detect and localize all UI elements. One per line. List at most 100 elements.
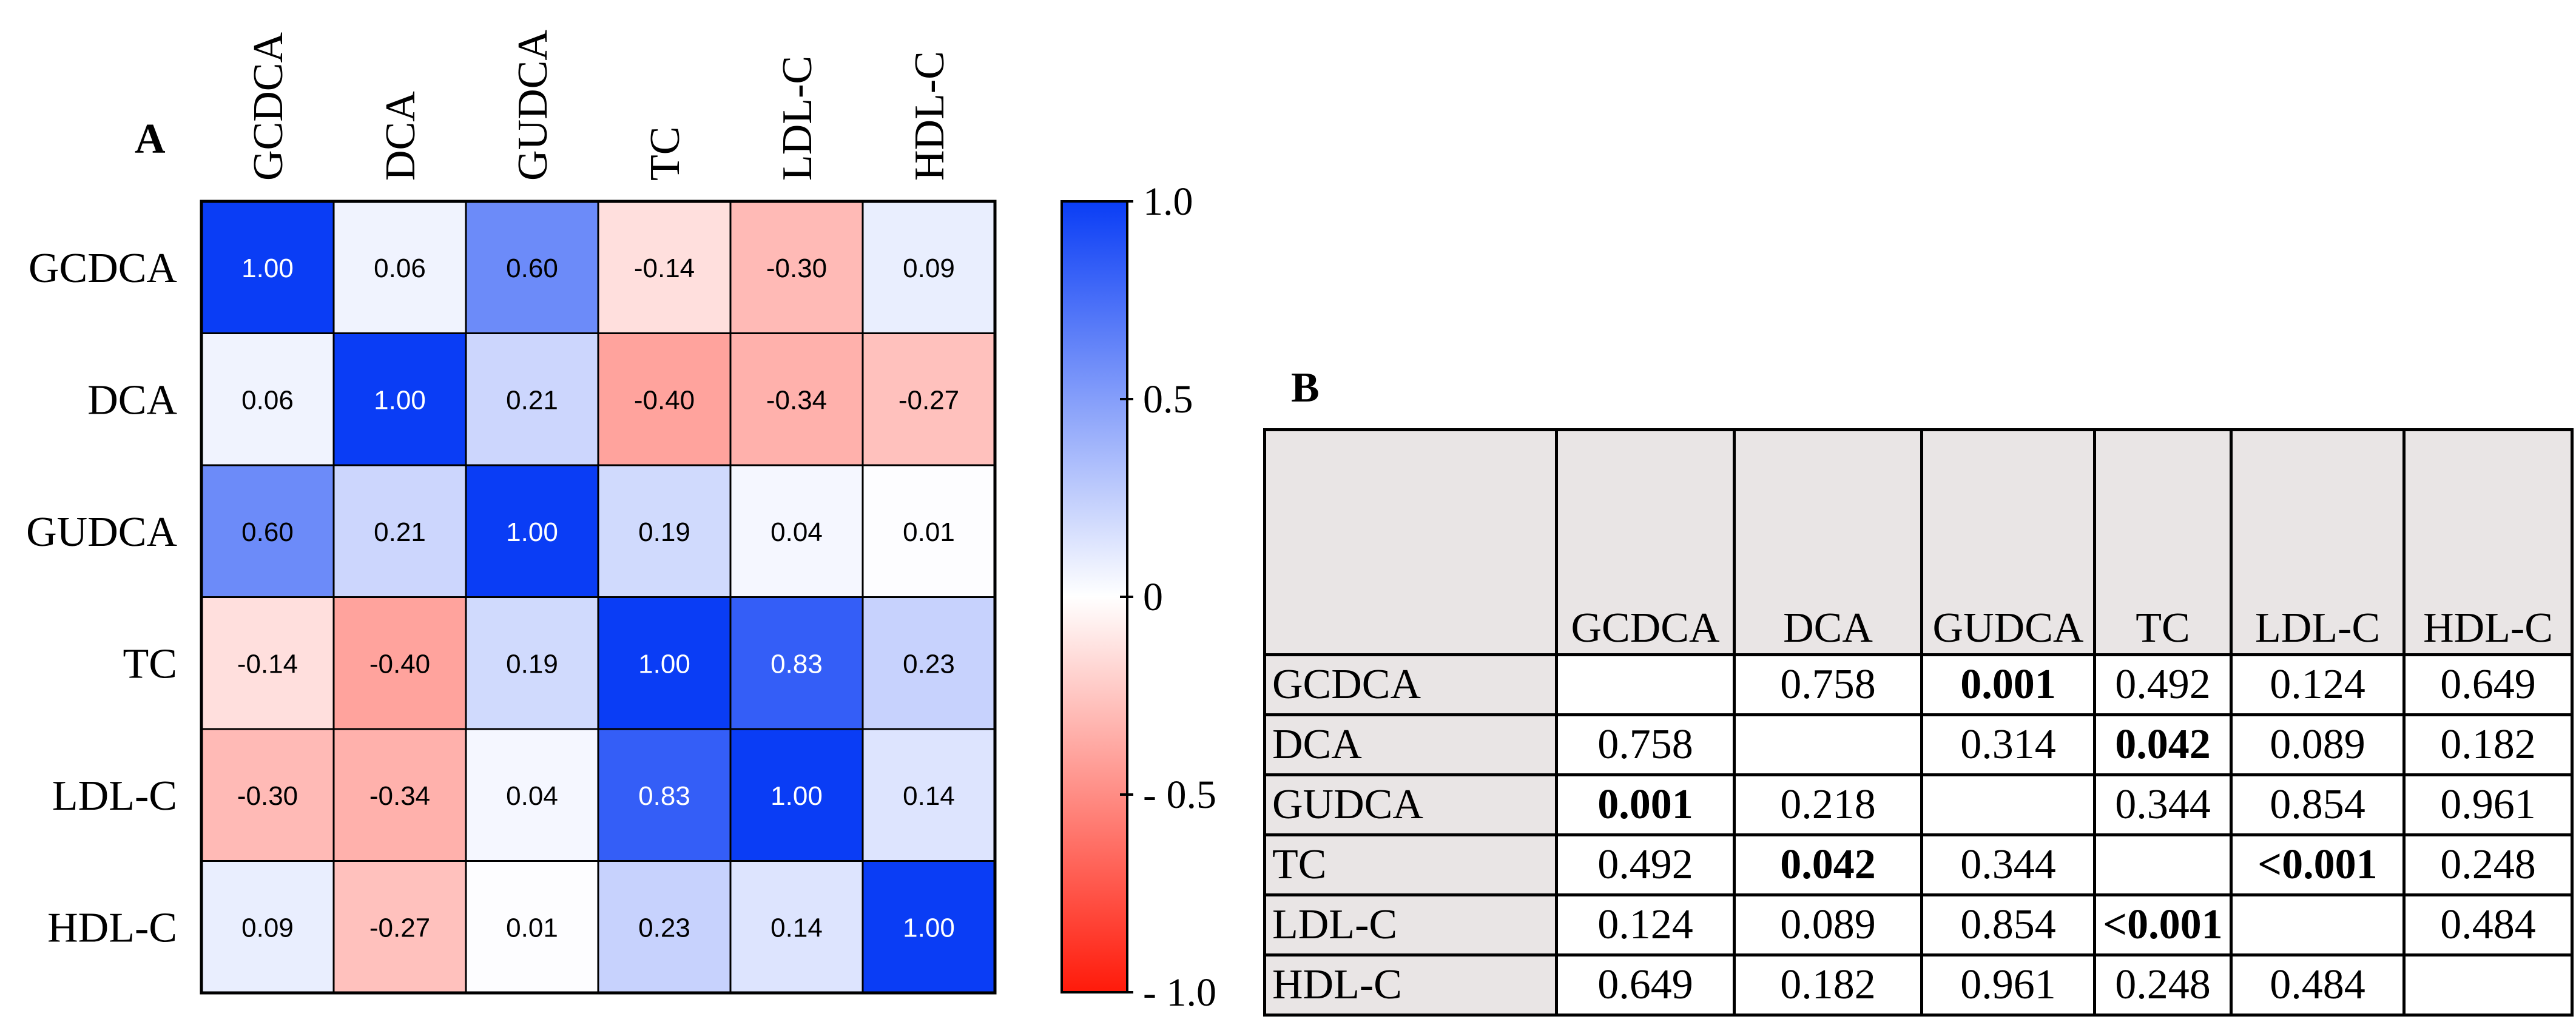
- table-cell: 0.248: [2093, 953, 2233, 1017]
- heatmap-cell: [200, 332, 335, 466]
- table-row-header: HDL-C: [1263, 953, 1558, 1017]
- heatmap-value-label: -0.30: [766, 254, 827, 283]
- table-row: LDL-C 0.124 0.089 0.854 <0.001 0.484: [1263, 893, 2574, 956]
- heatmap-value-label: 1.00: [770, 781, 823, 811]
- table-cell: [1920, 773, 2096, 836]
- heatmap-value-label: 0.19: [506, 649, 558, 679]
- table-cell: 0.124: [2230, 653, 2406, 716]
- table-cell: 0.649: [2402, 653, 2574, 716]
- colorbar-tick-label: 0: [1143, 575, 1163, 619]
- heatmap-border: [200, 200, 997, 995]
- heatmap-value-label: 0.23: [638, 913, 690, 943]
- panel-a-label: A: [135, 116, 166, 163]
- heatmap-cell: [597, 200, 732, 334]
- heatmap-value-label: 0.09: [903, 254, 955, 283]
- table-header-row: GCDCA DCA GUDCA TC LDL-C HDL-C: [1263, 428, 2574, 656]
- heatmap-cell: [861, 464, 996, 598]
- panel-b-label: B: [1291, 365, 1320, 411]
- table-col-header: TC: [2093, 428, 2233, 656]
- heatmap-value-label: 0.06: [241, 385, 294, 415]
- table-row-header: DCA: [1263, 713, 1558, 776]
- heatmap-cell: [597, 332, 732, 466]
- colorbar-tick-label: 1.0: [1143, 180, 1193, 224]
- heatmap-col-label: GCDCA: [245, 32, 292, 181]
- heatmap-value-label: 0.04: [506, 781, 558, 811]
- heatmap-cell: [861, 596, 996, 730]
- table-cell: 0.484: [2230, 953, 2406, 1017]
- heatmap-cell: [597, 728, 732, 862]
- table-cell: [2093, 833, 2233, 896]
- table-cell: 0.182: [1733, 953, 1923, 1017]
- colorbar-gradient: [1060, 200, 1128, 993]
- heatmap-value-label: -0.40: [634, 385, 695, 415]
- heatmap-value-label: 1.00: [241, 254, 294, 283]
- heatmap-value-label: 0.09: [241, 913, 294, 943]
- table-cell: <0.001: [2230, 833, 2406, 896]
- heatmap-cell: [332, 860, 467, 994]
- table-col-header: GUDCA: [1920, 428, 2096, 656]
- table-cell: 0.001: [1920, 653, 2096, 716]
- heatmap-value-label: 0.83: [770, 649, 823, 679]
- heatmap-col-labels: GCDCA DCA GUDCA TC LDL-C HDL-C: [245, 30, 953, 181]
- heatmap-cell: [465, 728, 599, 862]
- table-row-header: GUDCA: [1263, 773, 1558, 836]
- heatmap-value-label: 0.19: [638, 517, 690, 547]
- heatmap-value-label: 1.00: [638, 649, 690, 679]
- heatmap-cell: [200, 728, 335, 862]
- table-cell: 0.344: [1920, 833, 2096, 896]
- heatmap-value-label: -0.14: [237, 649, 298, 679]
- heatmap-value-label: -0.34: [369, 781, 430, 811]
- heatmap-value-label: -0.27: [369, 913, 430, 943]
- table-row: GCDCA 0.758 0.001 0.492 0.124 0.649: [1263, 653, 2574, 716]
- heatmap-value-label: 1.00: [374, 385, 426, 415]
- table-cell: 0.042: [2093, 713, 2233, 776]
- heatmap-value-label: -0.14: [634, 254, 695, 283]
- heatmap-row-label: GUDCA: [26, 509, 177, 556]
- heatmap-value-label: 0.01: [903, 517, 955, 547]
- table-row-header: LDL-C: [1263, 893, 1558, 956]
- heatmap-value-label: 0.83: [638, 781, 690, 811]
- heatmap-cell: [861, 860, 996, 994]
- heatmap-value-label: 0.01: [506, 913, 558, 943]
- heatmap-value-label: -0.40: [369, 649, 430, 679]
- heatmap-row-label: DCA: [87, 377, 177, 423]
- heatmap-cell: [332, 596, 467, 730]
- table-cell: 0.089: [2230, 713, 2406, 776]
- heatmap-cell: [465, 860, 599, 994]
- table-cell: 0.854: [1920, 893, 2096, 956]
- table-cell: [2402, 953, 2574, 1017]
- heatmap-row-labels: GCDCA DCA GUDCA TC LDL-C HDL-C: [26, 245, 177, 952]
- heatmap-cell: [861, 332, 996, 466]
- heatmap-value-label: -0.34: [766, 385, 827, 415]
- heatmap-cell: [332, 332, 467, 466]
- table-cell: 0.314: [1920, 713, 2096, 776]
- heatmap-value-label: 0.21: [374, 517, 426, 547]
- table-cell: 0.961: [1920, 953, 2096, 1017]
- table-cell: 0.492: [1555, 833, 1736, 896]
- heatmap-value-label: 1.00: [506, 517, 558, 547]
- table-cell: <0.001: [2093, 893, 2233, 956]
- heatmap-value-label: 0.04: [770, 517, 823, 547]
- heatmap-value-label: 0.14: [903, 781, 955, 811]
- table-cell: 0.484: [2402, 893, 2574, 956]
- table-cell: 0.124: [1555, 893, 1736, 956]
- heatmap-col-label: LDL-C: [774, 56, 821, 181]
- heatmap-cell: [465, 596, 599, 730]
- heatmap-row-label: LDL-C: [52, 773, 177, 819]
- heatmap-cell: [465, 464, 599, 598]
- table-row-header: TC: [1263, 833, 1558, 896]
- heatmap-value-label: 0.60: [506, 254, 558, 283]
- heatmap-cell: [200, 860, 335, 994]
- colorbar: 1.0 0.5 0 - 0.5 - 1.0: [1060, 180, 1216, 1015]
- table-cell: 0.492: [2093, 653, 2233, 716]
- table-cell: 0.649: [1555, 953, 1736, 1017]
- heatmap-value-label: 0.21: [506, 385, 558, 415]
- heatmap-col-label: GUDCA: [510, 30, 556, 181]
- heatmap-col-label: DCA: [377, 91, 424, 181]
- table-cell: 0.089: [1733, 893, 1923, 956]
- colorbar-tick-label: - 0.5: [1143, 773, 1216, 817]
- table-col-header: GCDCA: [1555, 428, 1736, 656]
- heatmap-value-label: 0.23: [903, 649, 955, 679]
- table-row: GUDCA 0.001 0.218 0.344 0.854 0.961: [1263, 773, 2574, 836]
